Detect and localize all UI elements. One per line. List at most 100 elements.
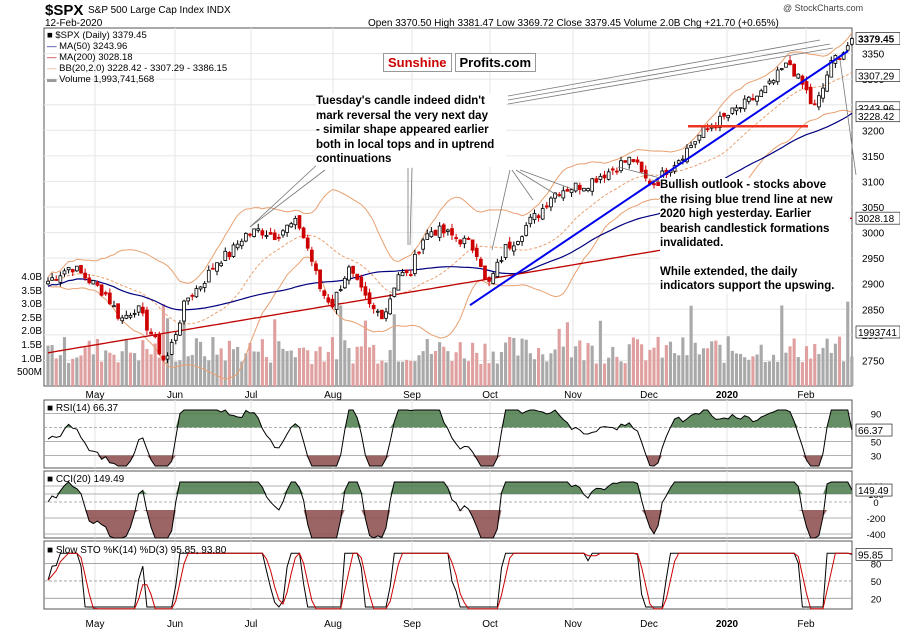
pointer-line (839, 59, 857, 176)
candle-body (812, 103, 817, 106)
candle-body (248, 233, 252, 236)
volume-bar (351, 363, 355, 386)
candle-body (380, 309, 384, 320)
candle-body (355, 273, 360, 280)
candle-body (689, 145, 693, 148)
volume-bar (330, 337, 335, 386)
candle-body (173, 334, 178, 341)
candle-body (734, 107, 739, 112)
candle-body (264, 235, 269, 237)
volume-tick-label: 4.0B (21, 272, 42, 283)
candle-body (112, 305, 116, 308)
candle-body (528, 216, 533, 225)
month-label-bottom: Aug (324, 619, 342, 630)
pointer-line (249, 161, 321, 228)
volume-bar (619, 361, 623, 386)
volume-bar (681, 337, 685, 386)
volume-bar (326, 351, 330, 386)
cci-oversold-fill (48, 510, 852, 538)
volume-bar (190, 355, 194, 386)
volume-bar (112, 354, 116, 386)
price-tick-label: 2950 (862, 254, 885, 265)
month-label-top: Oct (482, 390, 498, 401)
candle-body (804, 81, 809, 91)
candle-body (495, 261, 500, 277)
volume-bar (339, 305, 343, 386)
volume-bar (693, 342, 697, 386)
volume-bar (532, 359, 537, 386)
price-tick-label: 2900 (862, 280, 885, 291)
volume-bar (413, 361, 417, 386)
symbol-description: S&P 500 Large Cap Index INDX (88, 5, 231, 16)
sto-tick: 80 (871, 560, 882, 571)
volume-bar (297, 348, 302, 386)
candle-body (544, 205, 549, 208)
volume-bar (594, 363, 598, 386)
candle-body (771, 80, 776, 84)
candle-body (553, 192, 557, 199)
volume-bar (269, 362, 273, 386)
volume-bar (458, 342, 462, 386)
candle-body (215, 262, 219, 272)
pointer-line (511, 169, 534, 201)
volume-bar (714, 340, 718, 386)
volume-bar (792, 338, 796, 386)
volume-bar (821, 347, 825, 386)
volume-bar (104, 350, 108, 386)
candle-body (610, 168, 615, 171)
candle-body (623, 160, 627, 163)
candle-body (124, 314, 129, 319)
volume-bar (644, 360, 648, 386)
volume-bar (673, 353, 677, 386)
volume-bar (553, 349, 557, 386)
volume-bar (285, 351, 289, 386)
volume-bar (734, 353, 739, 386)
candle-body (639, 161, 644, 173)
candle-body (194, 288, 199, 298)
pointer-line (651, 179, 661, 183)
candle-body (540, 208, 545, 220)
volume-bar (545, 361, 549, 386)
volume-bar (706, 348, 710, 386)
candle-body (301, 227, 306, 239)
volume-bar (277, 341, 281, 386)
candle-body (850, 38, 854, 45)
candle-body (549, 197, 553, 208)
volume-bar (677, 355, 681, 386)
rsi-oversold-fill (48, 455, 852, 466)
sto-tick: 20 (871, 594, 882, 605)
candle-body (326, 297, 331, 303)
candle-body (58, 275, 63, 283)
volume-bar (116, 362, 120, 386)
month-label-top: Aug (324, 390, 342, 401)
volume-tick-label: 2.0B (21, 326, 42, 337)
candle-body (305, 237, 310, 249)
volume-bar (537, 347, 541, 386)
close-tag-box (855, 32, 900, 45)
candle-body (775, 69, 780, 83)
bollinger-upper (47, 32, 853, 284)
candle-body (615, 170, 619, 173)
volume-bar (231, 349, 236, 386)
volume-bar (495, 363, 499, 386)
cci-value-box (855, 483, 893, 497)
volume-bar (425, 339, 429, 386)
volume-bar (95, 338, 100, 386)
volume-bar (499, 351, 504, 386)
volume-tick-label: 500M (17, 367, 42, 378)
candle-body (79, 265, 83, 274)
volume-bar (273, 319, 277, 386)
candle-body (821, 87, 825, 99)
candle-body (289, 223, 294, 228)
volume-bar (846, 301, 850, 386)
volume-bar (722, 362, 726, 386)
volume-bar (528, 353, 532, 386)
volume-bar (718, 344, 722, 386)
volume-bar (586, 343, 590, 386)
volume-bar (219, 348, 223, 386)
candle-body (582, 187, 586, 192)
candle-body (837, 58, 842, 60)
volume-bar (817, 354, 821, 386)
volume-bar (174, 361, 178, 386)
volume-bar (487, 363, 491, 386)
